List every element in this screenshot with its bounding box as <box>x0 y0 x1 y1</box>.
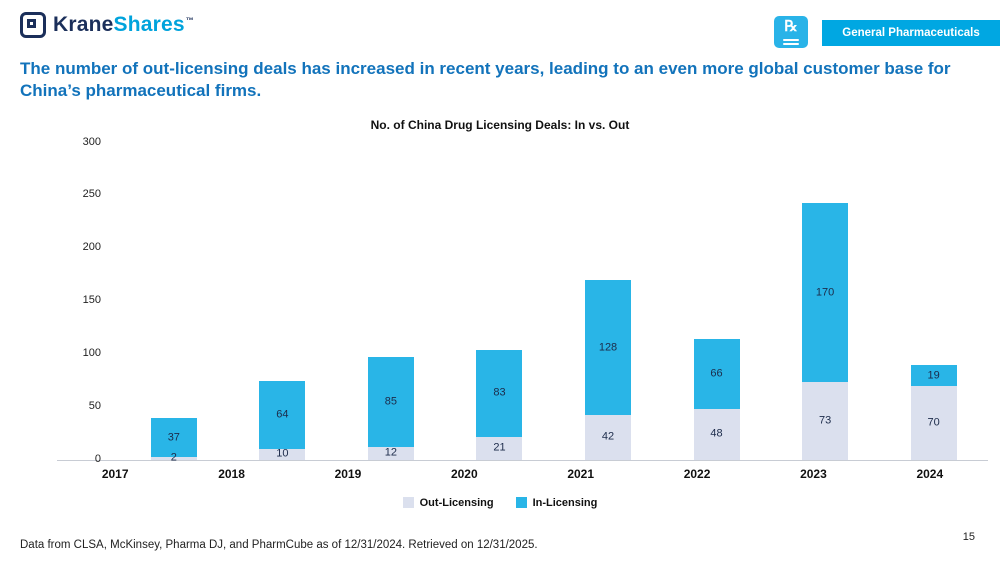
bar-segment: 10 <box>259 447 306 460</box>
bar-value-label: 42 <box>601 430 615 443</box>
x-axis-label: 2022 <box>683 466 711 481</box>
bar-value-label: 12 <box>384 446 398 459</box>
bar-group: 83 21 <box>476 349 523 460</box>
bar-value-label: 70 <box>927 416 940 429</box>
bar-value-label: 83 <box>493 386 506 399</box>
header: KraneShares™ ℞ General Pharmaceuticals <box>0 0 1000 54</box>
bar-value-label: 170 <box>815 286 835 299</box>
y-tick-label: 200 <box>82 241 101 254</box>
x-axis-label: 2024 <box>916 466 944 481</box>
bar-group: 170 73 <box>802 202 849 460</box>
bar-segment: 19 <box>910 365 957 386</box>
x-axis-label: 2021 <box>567 466 595 481</box>
bar-group: 66 48 <box>693 339 740 460</box>
rx-prescription-icon-button[interactable]: ℞ <box>774 16 808 48</box>
x-axis-label: 2023 <box>800 466 827 481</box>
bar-segment: 83 <box>476 349 523 438</box>
bar-segment: 21 <box>476 437 523 460</box>
bar-value-label: 128 <box>598 341 618 353</box>
x-axis-label: 2019 <box>334 466 362 481</box>
bar-group: 37 2 <box>150 418 197 463</box>
legend-swatch-out-licensing <box>402 497 414 508</box>
bar-segment: 37 <box>150 418 197 458</box>
rx-icon-lines <box>783 37 799 45</box>
x-axis-label: 2018 <box>218 466 245 481</box>
trademark-symbol: ™ <box>185 16 194 25</box>
bar-value-label: 73 <box>818 414 832 427</box>
kraneshares-logo-text: KraneShares™ <box>53 13 194 37</box>
legend: Out-Licensing In-Licensing <box>0 497 1000 509</box>
bar-segment: 85 <box>367 357 414 447</box>
legend-label-out-licensing: Out-Licensing <box>419 496 494 509</box>
bar-segment: 64 <box>259 381 306 449</box>
plot-area: 0 50 100 150 200 250 300 37 2 64 10 85 12 83 21 128 42 6… <box>57 136 988 464</box>
page-number: 15 <box>962 531 975 543</box>
bar-value-label: 10 <box>276 447 289 460</box>
chart-title: No. of China Drug Licensing Deals: In vs… <box>370 117 630 132</box>
logo-shares: Shares <box>113 13 185 36</box>
bar-value-label: 48 <box>710 427 723 440</box>
x-labels: 2017 2018 2019 2020 2021 2022 2023 2024 <box>57 467 988 481</box>
bar-group: 85 12 <box>367 357 414 460</box>
bar-segment: 48 <box>693 408 740 460</box>
bar-value-label: 19 <box>927 369 940 382</box>
x-axis-label: 2017 <box>101 466 129 481</box>
bar-segment: 170 <box>802 202 849 383</box>
y-tick-label: 150 <box>82 294 101 306</box>
legend-item-in-licensing: In-Licensing <box>515 496 598 509</box>
kraneshares-logo-icon <box>20 12 46 38</box>
rx-icon: ℞ <box>784 18 798 35</box>
y-tick-label: 100 <box>82 346 101 359</box>
bar-segment: 73 <box>802 382 849 460</box>
headline: The number of out-licensing deals has in… <box>20 59 951 100</box>
legend-item-out-licensing: Out-Licensing <box>402 496 494 509</box>
bar-segment: 128 <box>585 279 631 416</box>
bar-segment: 2 <box>150 452 197 463</box>
y-tick-label: 50 <box>88 399 101 412</box>
x-axis-label: 2020 <box>450 466 478 481</box>
bar-segment: 66 <box>693 339 740 409</box>
bar-value-label: 66 <box>710 367 723 380</box>
source-note: Data from CLSA, McKinsey, Pharma DJ, and… <box>20 539 538 551</box>
bar-group: 19 70 <box>910 365 957 460</box>
slide: KraneShares™ ℞ General Pharmaceuticals T… <box>0 0 1000 551</box>
bar-group: 64 10 <box>259 381 306 460</box>
bar-segment: 70 <box>910 385 957 460</box>
bar-value-label: 85 <box>384 395 398 408</box>
chart: 0 50 100 150 200 250 300 37 2 64 10 85 12 83 21 128 42 6… <box>0 136 988 481</box>
kraneshares-logo[interactable]: KraneShares™ <box>20 12 194 38</box>
y-tick-label: 250 <box>82 188 101 201</box>
bar-segment: 12 <box>367 446 414 460</box>
y-tick-label: 0 <box>94 452 101 465</box>
logo-krane: Krane <box>53 13 114 36</box>
bar-value-label: 2 <box>170 451 177 464</box>
bar-group: 128 42 <box>585 279 631 460</box>
bar-value-label: 21 <box>493 441 506 454</box>
bar-value-label: 37 <box>167 431 180 444</box>
bar-segment: 42 <box>585 415 631 460</box>
legend-swatch-in-licensing <box>515 497 527 508</box>
category-badge[interactable]: General Pharmaceuticals <box>822 20 1000 46</box>
y-tick-label: 300 <box>82 135 101 148</box>
bar-value-label: 64 <box>276 408 289 421</box>
legend-label-in-licensing: In-Licensing <box>532 496 598 509</box>
